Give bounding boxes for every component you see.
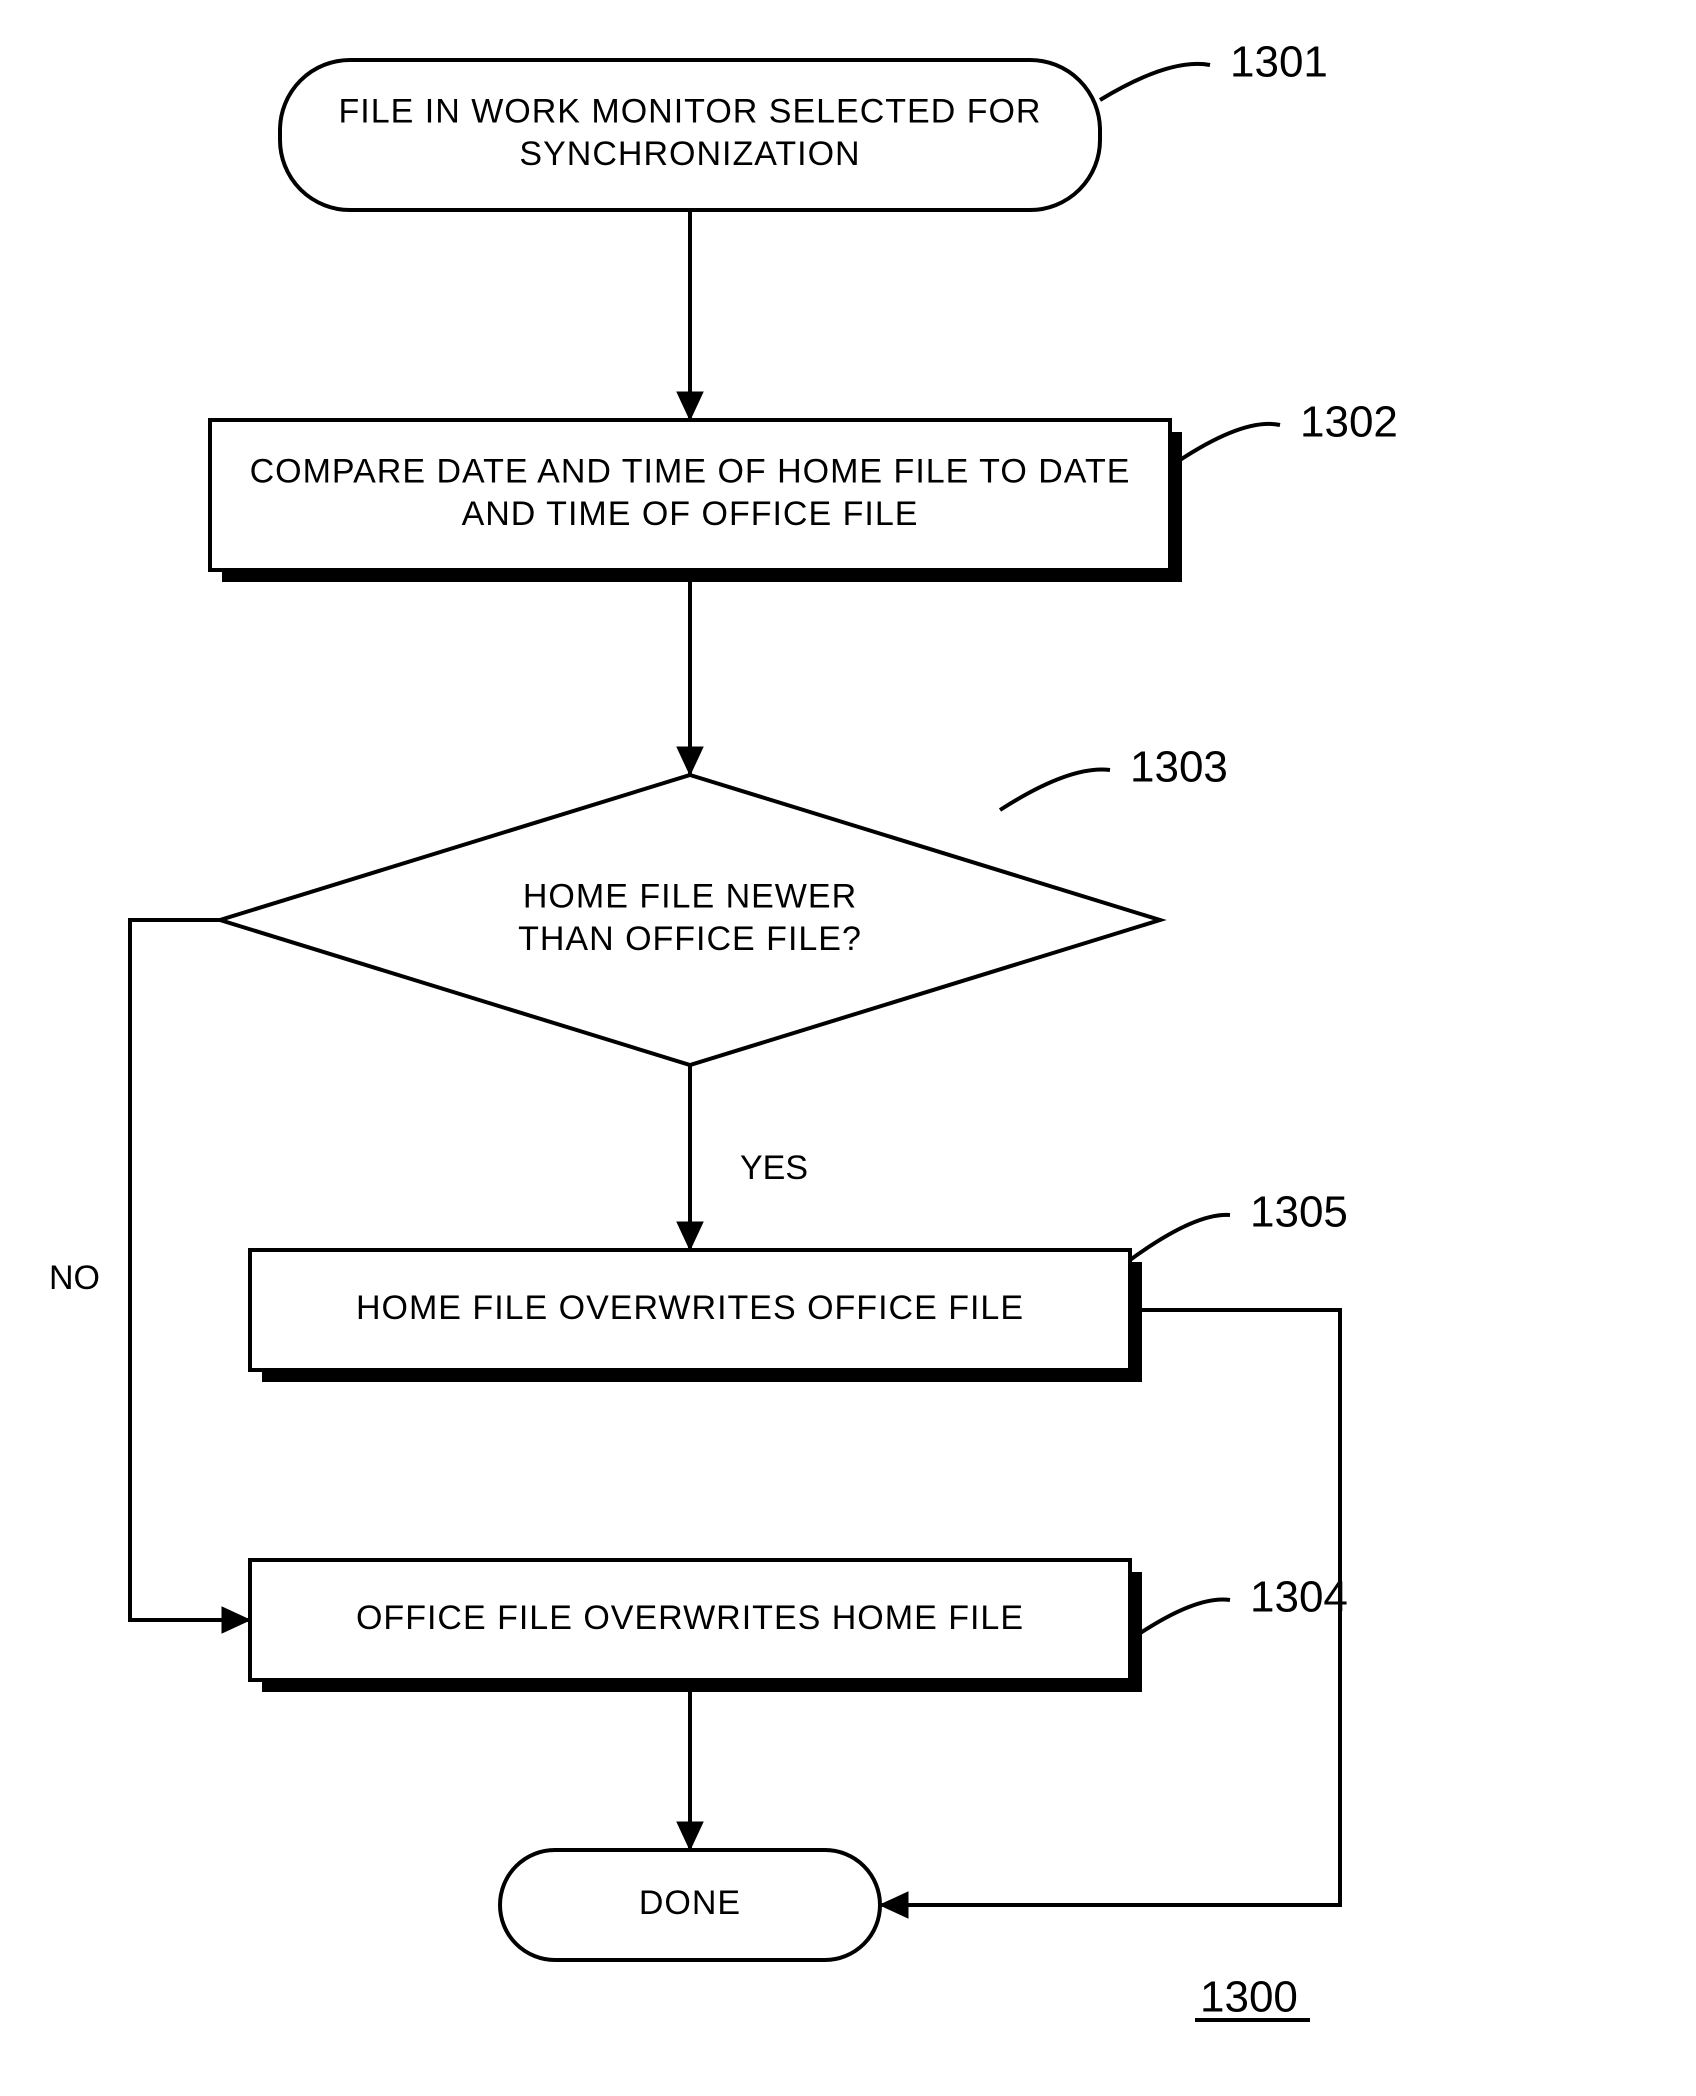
arrowhead (677, 747, 703, 775)
arrowhead (677, 1222, 703, 1250)
reference-number: 1304 (1250, 1573, 1348, 1622)
arrowhead (677, 1822, 703, 1850)
reference-number: 1305 (1250, 1188, 1348, 1237)
reference-number: 1303 (1130, 743, 1228, 792)
node-text: SYNCHRONIZATION (519, 135, 860, 173)
node-text: DONE (639, 1884, 741, 1922)
node-text: COMPARE DATE AND TIME OF HOME FILE TO DA… (250, 453, 1131, 491)
arrowhead (880, 1892, 908, 1918)
figure-number: 1300 (1200, 1973, 1298, 2022)
node-text: HOME FILE NEWER (523, 878, 857, 916)
node-text: THAN OFFICE FILE? (518, 920, 862, 958)
node-text: AND TIME OF OFFICE FILE (462, 495, 919, 533)
leader-line (1000, 770, 1110, 811)
flowchart: YES NO FILE IN WORK MONITOR SELECTED FOR SY… (0, 0, 1696, 2096)
node-text: FILE IN WORK MONITOR SELECTED FOR (339, 93, 1042, 131)
node-text: HOME FILE OVERWRITES OFFICE FILE (356, 1289, 1024, 1327)
edge (130, 920, 250, 1620)
reference-number: 1302 (1300, 398, 1398, 447)
leader-line (1180, 424, 1280, 460)
edge-label: YES (740, 1149, 808, 1187)
arrowhead (222, 1607, 250, 1633)
arrowhead (677, 392, 703, 420)
leader-line (1130, 1215, 1230, 1260)
edge-label: NO (49, 1259, 100, 1297)
reference-number: 1301 (1230, 38, 1328, 87)
leader-line (1100, 64, 1210, 100)
node-text: OFFICE FILE OVERWRITES HOME FILE (356, 1599, 1024, 1637)
leader-line (1130, 1600, 1230, 1641)
